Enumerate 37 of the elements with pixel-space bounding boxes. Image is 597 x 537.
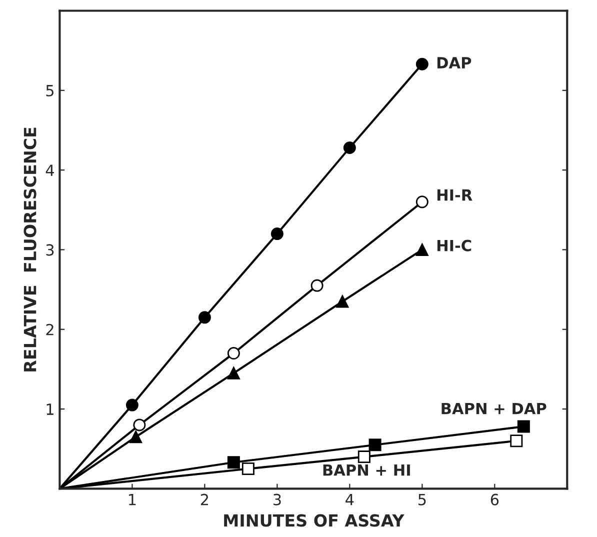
point — [227, 366, 240, 380]
point — [416, 58, 428, 70]
point — [510, 434, 523, 448]
x-tick-label: 3 — [273, 494, 281, 506]
series-label: HI-R — [437, 189, 472, 201]
point — [416, 196, 428, 208]
x-tick-label: 4 — [346, 494, 354, 506]
point — [368, 438, 382, 452]
y-tick-label: 3 — [46, 244, 54, 256]
point — [310, 279, 324, 292]
x-tick-label: 1 — [129, 494, 136, 506]
y-axis-title: RELATIVE FLUORESCENCE — [24, 128, 36, 372]
point — [126, 398, 138, 412]
point — [517, 420, 530, 433]
series-label: HI-C — [437, 240, 472, 252]
y-tick-label: 4 — [46, 164, 54, 176]
x-tick-label: 2 — [200, 494, 208, 506]
point — [270, 228, 284, 240]
y-tick-label: 2 — [46, 324, 54, 336]
point — [198, 311, 211, 324]
x-tick-label: 6 — [490, 494, 499, 506]
point — [358, 450, 370, 464]
series-label: DAP — [437, 57, 472, 68]
point — [242, 462, 254, 476]
point — [227, 347, 240, 360]
point — [336, 295, 349, 308]
y-tick-label: 5 — [46, 85, 54, 96]
point — [416, 243, 428, 256]
x-tick-label: 5 — [418, 494, 426, 506]
y-tick-label: 1 — [46, 404, 54, 415]
point — [130, 430, 142, 444]
series-label: BAPN + DAP — [442, 402, 546, 414]
point — [133, 418, 146, 432]
series-label: BAPN + HI — [323, 464, 410, 476]
point — [343, 141, 356, 154]
x-axis-title: MINUTES OF ASSAY — [224, 514, 404, 527]
point — [227, 456, 240, 469]
